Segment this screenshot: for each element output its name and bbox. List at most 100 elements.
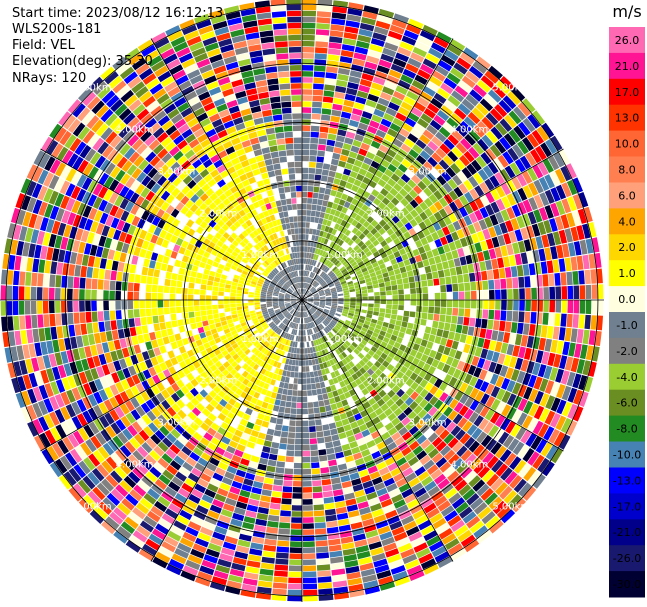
- velocity-gate: [187, 472, 200, 483]
- velocity-gate: [127, 224, 137, 236]
- velocity-gate: [537, 423, 549, 438]
- velocity-gate: [336, 79, 348, 88]
- velocity-gate: [104, 352, 113, 364]
- velocity-gate: [494, 279, 501, 290]
- velocity-gate: [539, 393, 550, 407]
- velocity-gate: [158, 277, 165, 286]
- velocity-gate: [214, 525, 228, 535]
- velocity-gate: [25, 315, 32, 329]
- velocity-gate: [230, 376, 238, 384]
- velocity-gate: [332, 318, 339, 323]
- velocity-gate: [333, 414, 341, 422]
- velocity-gate: [233, 320, 240, 326]
- velocity-gate: [523, 386, 533, 400]
- velocity-gate: [554, 272, 561, 286]
- velocity-gate: [543, 300, 549, 312]
- velocity-gate: [346, 195, 354, 203]
- velocity-gate: [175, 237, 184, 246]
- velocity-gate: [553, 431, 566, 447]
- velocity-gate: [424, 480, 437, 492]
- velocity-gate: [319, 126, 329, 133]
- velocity-gate: [485, 259, 493, 270]
- velocity-gate: [215, 467, 226, 476]
- velocity-gate: [115, 419, 127, 431]
- velocity-gate: [354, 237, 362, 245]
- velocity-gate: [318, 243, 324, 250]
- velocity-gate: [348, 368, 355, 376]
- velocity-gate: [348, 224, 355, 232]
- velocity-gate: [468, 65, 484, 79]
- velocity-gate: [429, 395, 439, 406]
- velocity-gate: [37, 314, 44, 328]
- velocity-gate: [273, 317, 279, 323]
- velocity-gate: [361, 449, 371, 458]
- velocity-gate: [255, 287, 262, 292]
- velocity-gate: [465, 93, 479, 107]
- velocity-gate: [424, 326, 432, 334]
- velocity-gate: [351, 234, 358, 242]
- velocity-gate: [214, 432, 224, 441]
- velocity-gate: [147, 349, 156, 359]
- velocity-gate: [242, 305, 249, 310]
- velocity-gate: [315, 382, 321, 389]
- velocity-gate: [353, 281, 360, 286]
- velocity-gate: [210, 422, 220, 432]
- velocity-gate: [540, 441, 553, 457]
- velocity-gate: [354, 457, 365, 466]
- velocity-gate: [271, 491, 282, 498]
- velocity-gate: [282, 492, 292, 499]
- velocity-gate: [320, 237, 326, 244]
- velocity-gate: [204, 385, 213, 394]
- velocity-gate: [92, 267, 100, 279]
- velocity-gate: [406, 526, 420, 537]
- velocity-gate: [229, 268, 236, 274]
- velocity-gate: [450, 163, 461, 174]
- velocity-gate: [302, 414, 309, 421]
- velocity-gate: [151, 385, 161, 396]
- velocity-gate: [251, 383, 259, 391]
- velocity-gate: [363, 105, 375, 114]
- velocity-gate: [302, 390, 307, 397]
- velocity-gate: [271, 324, 277, 330]
- velocity-gate: [42, 354, 52, 369]
- velocity-gate: [382, 272, 389, 278]
- velocity-gate: [85, 311, 92, 323]
- velocity-gate: [319, 279, 324, 284]
- velocity-gate: [325, 145, 334, 153]
- velocity-gate: [266, 364, 273, 372]
- velocity-gate: [139, 497, 153, 510]
- velocity-gate: [433, 399, 444, 410]
- velocity-gate: [145, 308, 152, 317]
- velocity-gate: [365, 277, 372, 283]
- velocity-gate: [394, 436, 405, 446]
- velocity-gate: [242, 363, 249, 370]
- velocity-gate: [151, 308, 158, 316]
- velocity-gate: [113, 339, 122, 350]
- velocity-gate: [482, 228, 491, 240]
- velocity-gate: [315, 339, 320, 346]
- velocity-gate: [206, 462, 217, 472]
- velocity-gate: [459, 120, 472, 133]
- velocity-gate: [533, 405, 545, 420]
- velocity-gate: [367, 194, 376, 202]
- velocity-gate: [184, 249, 192, 257]
- velocity-gate: [264, 538, 277, 546]
- velocity-gate: [215, 322, 222, 328]
- velocity-gate: [257, 373, 264, 381]
- velocity-gate: [316, 388, 322, 395]
- velocity-gate: [336, 309, 343, 313]
- velocity-gate: [103, 310, 110, 321]
- velocity-gate: [71, 200, 81, 214]
- velocity-gate: [289, 353, 294, 360]
- velocity-gate: [379, 372, 387, 381]
- velocity-gate: [151, 216, 161, 226]
- velocity-gate: [431, 342, 440, 352]
- velocity-gate: [437, 344, 445, 354]
- velocity-gate: [402, 553, 418, 565]
- velocity-gate: [521, 137, 534, 152]
- velocity-gate: [164, 343, 173, 352]
- velocity-gate: [280, 431, 289, 438]
- velocity-gate: [302, 191, 308, 198]
- velocity-gate: [387, 30, 403, 41]
- velocity-gate: [588, 330, 596, 346]
